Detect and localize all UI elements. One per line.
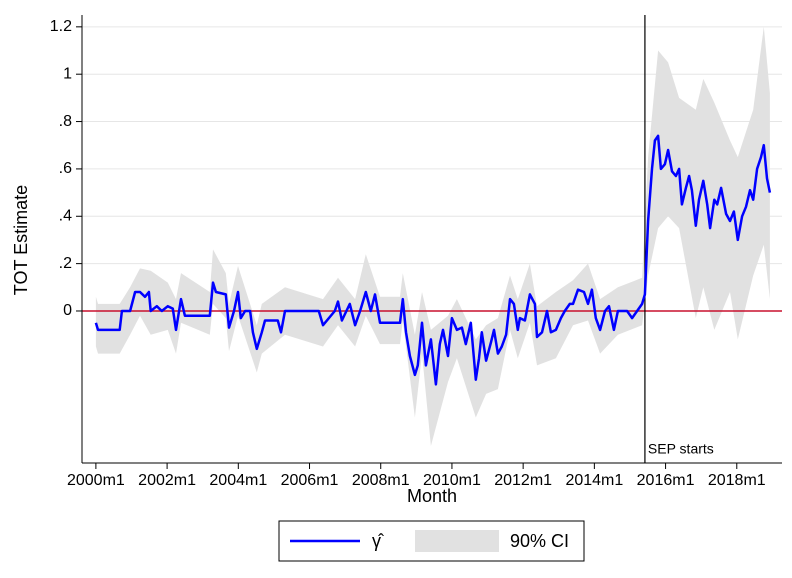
- legend-swatch: [415, 530, 499, 552]
- x-tick-label: 2016m1: [637, 472, 695, 489]
- y-tick-label: .6: [59, 160, 72, 177]
- x-tick-label: 2014m1: [565, 472, 623, 489]
- y-tick-label: .2: [59, 255, 72, 272]
- x-axis-title: Month: [407, 486, 457, 506]
- x-tick-label: 2000m1: [67, 472, 125, 489]
- y-tick-label: .4: [59, 207, 72, 224]
- confidence-band: [95, 26, 770, 447]
- x-tick-label: 2012m1: [494, 472, 552, 489]
- x-tick-label: 2002m1: [138, 472, 196, 489]
- y-tick-label: .8: [59, 113, 72, 130]
- event-label: SEP starts: [648, 441, 714, 457]
- y-tick-label: 0: [63, 302, 72, 319]
- x-tick-label: 2006m1: [281, 472, 339, 489]
- series-line: [94, 134, 772, 386]
- y-axis-title: TOT Estimate: [11, 185, 31, 295]
- y-tick-label: 1.2: [50, 18, 72, 35]
- x-tick-label: 2008m1: [352, 472, 410, 489]
- x-tick-label: 2004m1: [209, 472, 267, 489]
- legend-label: 90% CI: [510, 531, 569, 551]
- y-tick-label: 1: [63, 65, 72, 82]
- x-tick-label: 2010m1: [423, 472, 481, 489]
- x-tick-label: 2018m1: [708, 472, 766, 489]
- plot-area: [82, 15, 782, 463]
